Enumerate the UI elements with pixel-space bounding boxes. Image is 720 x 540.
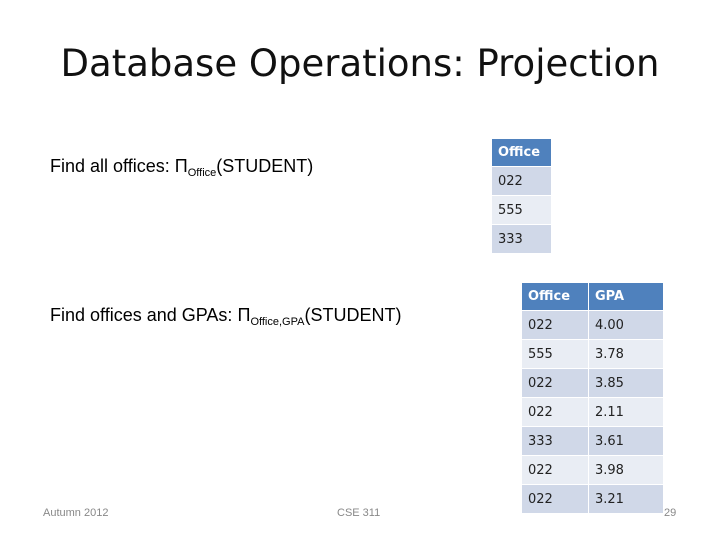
table-row: 022 4.00: [521, 310, 664, 340]
office-projection-table: Office 022 555 333: [491, 138, 552, 254]
table-cell: 555: [491, 195, 552, 225]
table-row: 333 3.61: [521, 426, 664, 456]
table-row: 555: [491, 195, 552, 225]
table-cell: 3.85: [588, 368, 664, 398]
column-header-gpa: GPA: [588, 282, 664, 311]
table-row: 022 3.21: [521, 484, 664, 514]
table-cell: 4.00: [588, 310, 664, 340]
projection-operator: Π: [174, 156, 188, 176]
table-cell: 022: [521, 368, 589, 398]
projection-attributes: Office: [187, 167, 217, 179]
table-row: 333: [491, 224, 552, 254]
table-cell: 3.78: [588, 339, 664, 369]
table-row: 022 3.98: [521, 455, 664, 485]
table-cell: 022: [521, 397, 589, 427]
table-header-row: Office: [491, 138, 552, 167]
table-cell: 333: [491, 224, 552, 254]
table-cell: 3.98: [588, 455, 664, 485]
column-header-office: Office: [521, 282, 589, 311]
office-gpa-projection-table: Office GPA 022 4.00 555 3.78 022 3.85 022 2.…: [521, 282, 664, 514]
projection-operator: Π: [237, 305, 251, 325]
table-cell: 2.11: [588, 397, 664, 427]
table-row: 555 3.78: [521, 339, 664, 369]
table-cell: 333: [521, 426, 589, 456]
footer-course: CSE 311: [337, 507, 381, 519]
slide-title: Database Operations: Projection: [60, 42, 660, 85]
table-row: 022 2.11: [521, 397, 664, 427]
table-header-row: Office GPA: [521, 282, 664, 311]
query-find-all-offices: Find all offices: ΠOffice(STUDENT): [50, 156, 313, 179]
table-cell: 022: [521, 455, 589, 485]
table-row: 022: [491, 166, 552, 196]
query-label: Find all offices:: [50, 156, 170, 176]
table-cell: 022: [521, 310, 589, 340]
relation-name: (STUDENT): [216, 156, 314, 176]
table-cell: 022: [521, 484, 589, 514]
relation-name: (STUDENT): [304, 305, 402, 325]
footer-date: Autumn 2012: [43, 507, 109, 519]
footer-page-number: 29: [664, 507, 677, 519]
table-cell: 555: [521, 339, 589, 369]
query-label: Find offices and GPAs:: [50, 305, 233, 325]
table-cell: 3.61: [588, 426, 664, 456]
projection-attributes: Office,GPA: [250, 316, 305, 328]
query-find-offices-and-gpas: Find offices and GPAs: ΠOffice,GPA(STUDE…: [50, 305, 401, 328]
column-header-office: Office: [491, 138, 552, 167]
table-cell: 3.21: [588, 484, 664, 514]
table-cell: 022: [491, 166, 552, 196]
table-row: 022 3.85: [521, 368, 664, 398]
